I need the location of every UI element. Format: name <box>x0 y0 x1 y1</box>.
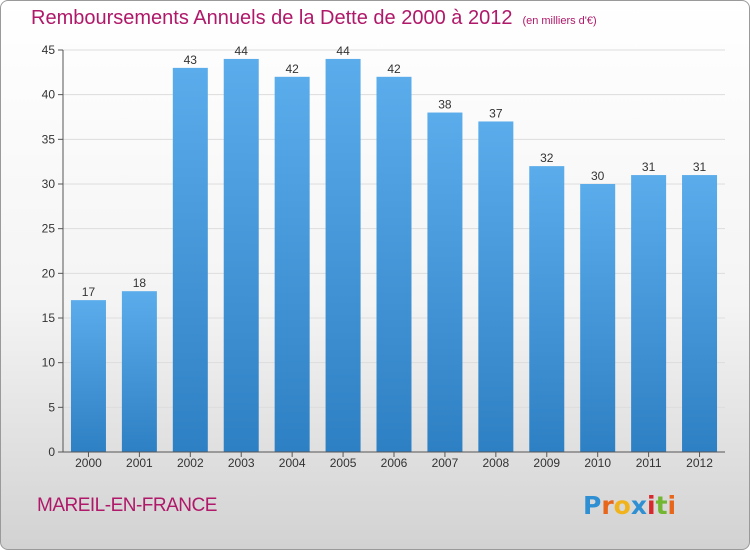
bar <box>121 291 157 452</box>
labels: 17 18 43 44 42 44 42 38 37 32 30 31 31 <box>82 44 707 299</box>
bar <box>274 76 310 453</box>
data-label: 30 <box>591 169 605 183</box>
data-label: 31 <box>693 160 707 174</box>
data-label: 17 <box>82 285 96 299</box>
bar <box>325 58 361 452</box>
x-tick-label: 2000 <box>75 456 102 470</box>
proxiti-logo: Proxiti <box>583 491 676 520</box>
x-tick-label: 2009 <box>533 456 560 470</box>
data-label: 43 <box>184 53 198 67</box>
data-label: 31 <box>642 160 656 174</box>
data-label: 42 <box>285 62 299 76</box>
y-tick-label: 20 <box>42 266 56 280</box>
place-name: MAREIL-EN-FRANCE <box>37 495 217 516</box>
x-tick-label: 2004 <box>279 456 306 470</box>
bar <box>427 112 463 453</box>
x-tick-label: 2003 <box>228 456 255 470</box>
bar <box>580 184 616 452</box>
chart-unit: (en milliers d'€) <box>522 15 597 27</box>
data-label: 32 <box>540 151 554 165</box>
bar <box>682 175 718 453</box>
logo-letter: t <box>655 491 668 520</box>
x-tick-label: 2011 <box>636 456 662 470</box>
data-label: 37 <box>489 106 503 120</box>
bar <box>70 300 106 452</box>
bar <box>376 76 412 453</box>
logo-letter: i <box>667 491 677 520</box>
data-label: 42 <box>387 62 401 76</box>
y-tick-label: 0 <box>48 445 55 459</box>
bar <box>631 175 667 453</box>
y-tick-label: 30 <box>42 177 56 191</box>
x-tick-label: 2007 <box>432 456 459 470</box>
data-label: 38 <box>438 98 452 112</box>
x-tick-label: 2012 <box>686 456 713 470</box>
logo-letter: x <box>630 491 647 520</box>
bar <box>223 58 259 452</box>
y-tick-label: 40 <box>42 88 56 102</box>
logo-letter: P <box>583 491 602 520</box>
x-tick-label: 2001 <box>126 456 153 470</box>
y-tick-label: 35 <box>42 132 56 146</box>
logo-letter: i <box>647 491 656 520</box>
bar <box>478 121 514 452</box>
logo-letter: o <box>613 491 631 520</box>
y-tick-label: 10 <box>42 356 56 370</box>
y-tick-label: 15 <box>42 311 56 325</box>
logo-letter: r <box>601 491 614 520</box>
x-tick-label: 2008 <box>482 456 509 470</box>
data-label: 44 <box>235 44 249 58</box>
axes: 0 5 10 15 20 25 30 35 40 45 2000 2001 2002 2003 2004 20… <box>42 43 725 470</box>
chart-title-text: Remboursements Annuels de la Dette de 20… <box>31 7 513 29</box>
bar <box>172 67 208 452</box>
y-tick-label: 5 <box>48 400 55 414</box>
data-label: 18 <box>133 276 147 290</box>
bars <box>70 58 718 453</box>
x-tick-label: 2006 <box>381 456 408 470</box>
y-tick-label: 45 <box>42 43 56 57</box>
x-tick-label: 2005 <box>330 456 357 470</box>
chart-title: Remboursements Annuels de la Dette de 20… <box>31 7 597 30</box>
x-tick-label: 2002 <box>177 456 204 470</box>
x-tick-label: 2010 <box>584 456 611 470</box>
data-label: 44 <box>336 44 350 58</box>
y-tick-label: 25 <box>42 222 56 236</box>
bar <box>529 166 565 452</box>
